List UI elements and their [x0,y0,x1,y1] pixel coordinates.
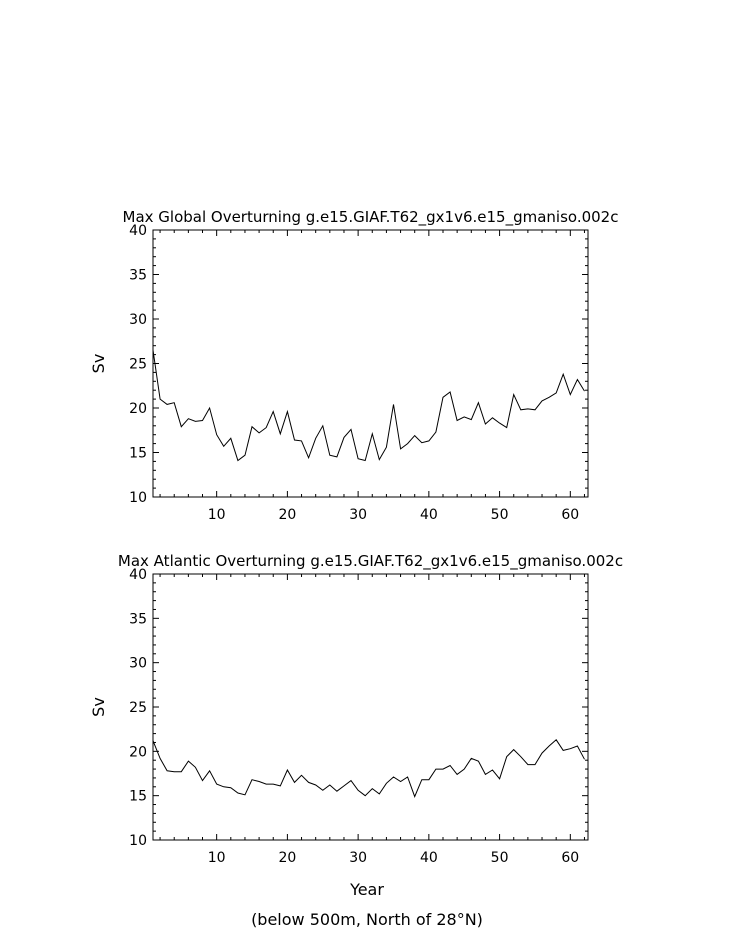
x-tick-label: 10 [208,850,226,866]
y-tick-label: 25 [129,357,147,373]
y-tick-label: 40 [129,223,147,239]
x-tick-label: 10 [208,507,226,523]
x-tick-label: 60 [561,850,579,866]
plot-frame [152,573,589,841]
y-axis-label: Sv [89,354,108,374]
series-line [152,350,585,462]
y-tick-label: 30 [129,312,147,328]
x-tick-label: 40 [420,507,438,523]
y-tick-label: 40 [129,567,147,583]
chart-title: Max Global Overturning g.e15.GIAF.T62_gx… [123,208,619,227]
y-tick-label: 25 [129,700,147,716]
footnote: (below 500m, North of 28°N) [251,910,483,929]
x-tick-label: 30 [349,507,367,523]
y-tick-label: 20 [129,744,147,760]
y-tick-label: 35 [129,268,147,284]
y-tick-label: 30 [129,656,147,672]
x-tick-label: 50 [491,507,509,523]
y-tick-label: 10 [129,490,147,506]
x-tick-label: 60 [561,507,579,523]
x-tick-label: 50 [491,850,509,866]
y-axis-label: Sv [89,697,108,717]
x-axis-label: Year [349,880,384,899]
x-tick-label: 20 [278,507,296,523]
y-tick-label: 20 [129,401,147,417]
x-tick-label: 30 [349,850,367,866]
y-tick-label: 35 [129,611,147,627]
x-tick-label: 40 [420,850,438,866]
y-tick-label: 15 [129,446,147,462]
plot-frame [152,229,589,498]
chart-title: Max Atlantic Overturning g.e15.GIAF.T62_… [118,552,623,571]
series-line [152,739,585,798]
y-tick-label: 10 [129,833,147,849]
y-tick-label: 15 [129,789,147,805]
x-tick-label: 20 [278,850,296,866]
